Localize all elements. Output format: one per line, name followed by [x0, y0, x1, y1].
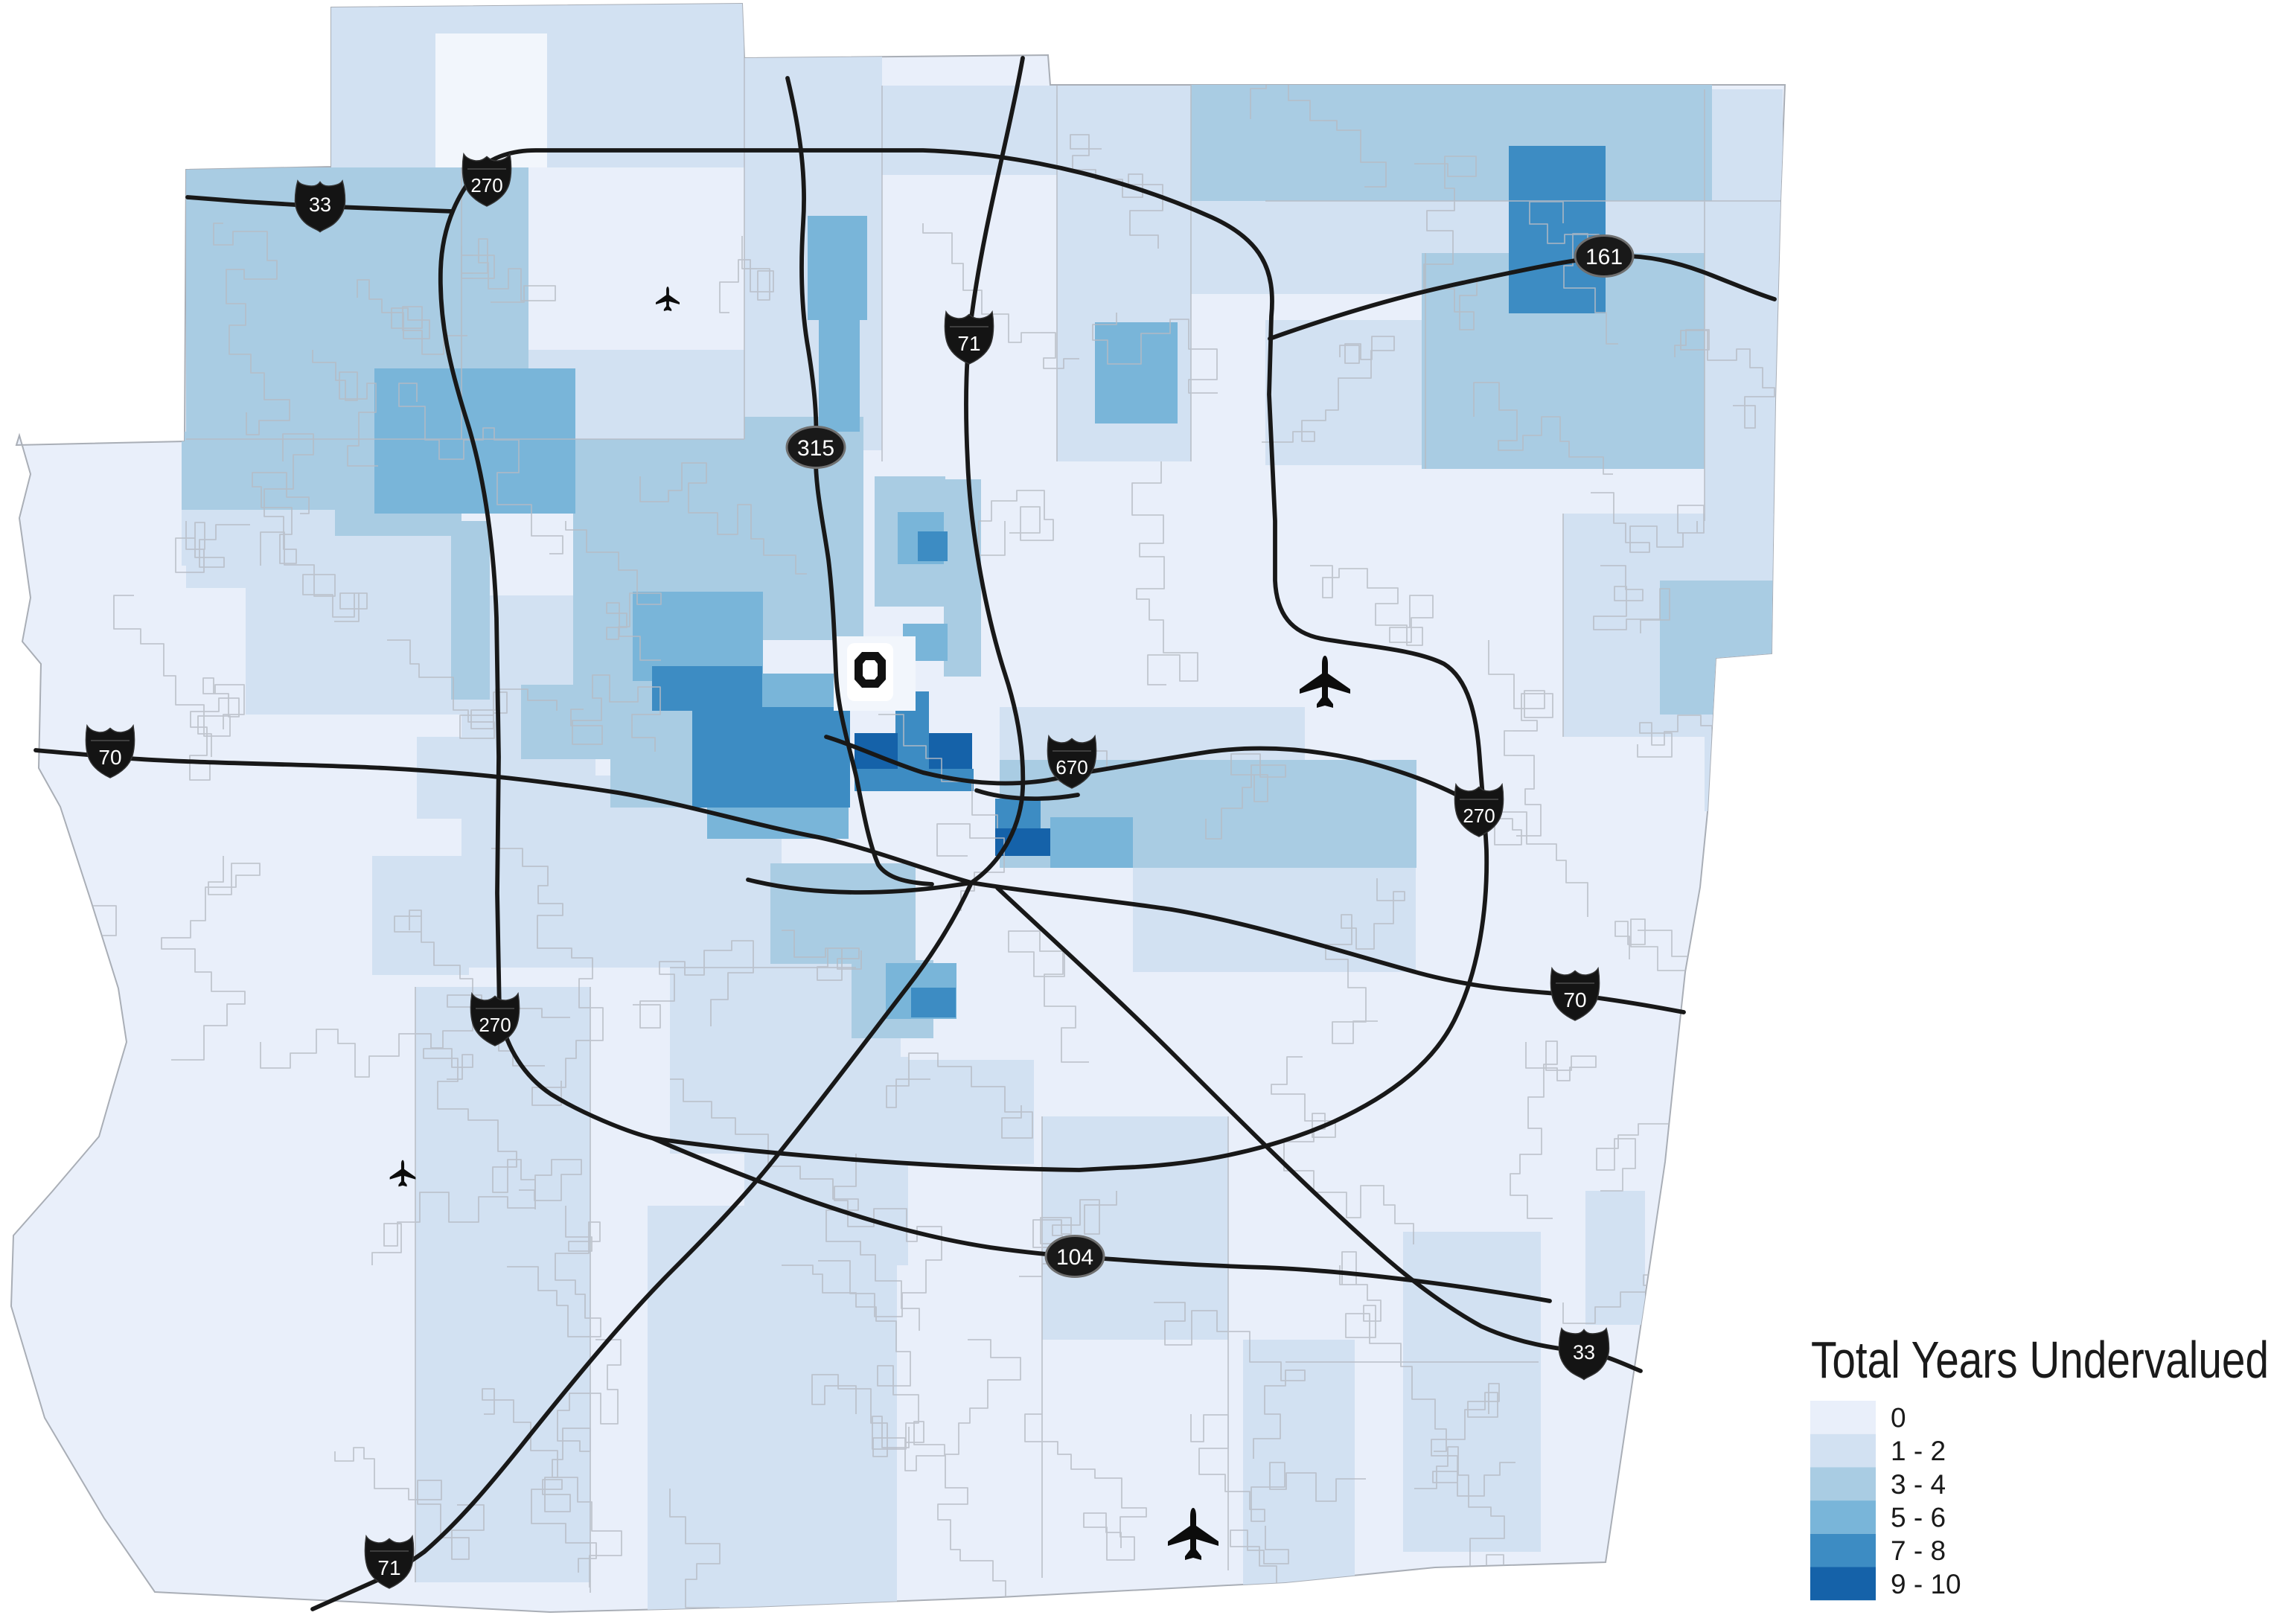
svg-text:5 - 6: 5 - 6: [1891, 1502, 1946, 1532]
svg-text:270: 270: [1463, 805, 1495, 827]
svg-text:670: 670: [1055, 756, 1087, 779]
svg-text:161: 161: [1585, 245, 1623, 269]
svg-text:7 - 8: 7 - 8: [1891, 1535, 1946, 1566]
svg-text:3 - 4: 3 - 4: [1891, 1469, 1946, 1500]
svg-text:0: 0: [1891, 1402, 1906, 1433]
svg-text:70: 70: [1563, 988, 1586, 1011]
svg-text:70: 70: [98, 746, 121, 769]
svg-text:33: 33: [1573, 1341, 1595, 1364]
svg-text:Total Years Undervalued: Total Years Undervalued: [1811, 1331, 2269, 1389]
svg-text:9 - 10: 9 - 10: [1891, 1569, 1961, 1599]
svg-text:104: 104: [1056, 1245, 1093, 1270]
svg-text:270: 270: [479, 1014, 511, 1036]
svg-text:270: 270: [470, 174, 502, 196]
svg-text:33: 33: [309, 194, 331, 216]
svg-text:71: 71: [377, 1556, 400, 1579]
svg-text:1 - 2: 1 - 2: [1891, 1436, 1946, 1466]
svg-text:71: 71: [957, 332, 980, 355]
svg-text:315: 315: [797, 436, 834, 461]
